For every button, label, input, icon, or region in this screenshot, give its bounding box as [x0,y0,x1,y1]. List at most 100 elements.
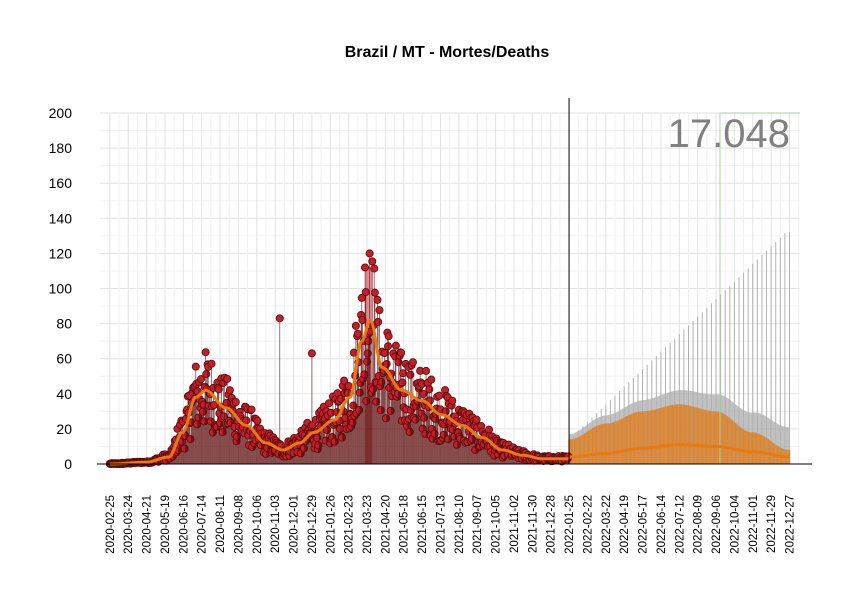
x-tick-label: 2022-08-09 [693,495,705,554]
observed-point [207,359,216,368]
smoothed-series [109,318,790,466]
total-annotation: 17.048 [668,112,790,156]
observed-point [368,257,377,266]
axes [97,98,812,465]
grid [100,112,800,465]
x-tick-label: 2020-02-25 [105,495,117,554]
x-tick-label: 2022-03-22 [601,495,613,554]
x-tick-label: 2021-09-07 [472,495,484,554]
forecast-line [569,443,790,459]
observed-point [375,306,384,315]
observed-point [384,332,393,341]
observed-point [427,375,436,384]
observed-point [202,370,211,379]
observed-point [340,376,349,385]
x-tick-label: 2021-02-23 [344,495,356,554]
x-tick-label: 2022-02-22 [582,495,594,554]
y-tick-label: 100 [49,281,73,297]
x-tick-label: 2021-11-30 [527,495,539,553]
observed-point [370,264,379,273]
x-tick-label: 2020-07-14 [197,494,209,553]
y-tick-label: 120 [49,245,73,261]
observed-point [384,342,393,351]
x-tick-label: 2022-12-27 [785,495,797,554]
observed-point [398,378,407,387]
y-tick-label: 40 [56,386,72,402]
observed-point [275,314,284,323]
y-tick-label: 140 [49,210,73,226]
x-tick-label: 2020-10-06 [252,495,264,554]
reference-box [719,112,800,464]
x-tick-label: 2021-08-10 [454,495,466,554]
x-tick-label: 2022-09-06 [711,495,723,554]
observed-point [391,341,400,350]
x-tick-label: 2021-01-26 [325,495,337,554]
observed-point [247,405,256,414]
x-tick-label: 2022-11-29 [766,495,778,553]
observed-point [214,385,223,394]
observed-point [344,381,353,390]
smoothed-line [109,318,570,466]
observed-point [225,386,234,395]
y-axis-ticks: 0 20 40 60 80 100 120 140 160 180 200 [49,105,73,472]
x-tick-label: 2022-05-17 [638,495,650,554]
observed-point [223,374,232,383]
observed-point [365,249,374,258]
observed-point [370,288,379,297]
x-tick-label: 2021-04-20 [380,495,392,554]
observed-point [373,295,382,304]
x-tick-label: 2022-07-12 [674,495,686,554]
observed-point [435,391,444,400]
x-tick-label: 2020-04-21 [142,495,154,554]
x-tick-label: 2021-05-18 [399,495,411,554]
y-tick-label: 160 [49,175,73,191]
x-tick-label: 2020-12-01 [289,495,301,554]
x-tick-label: 2022-01-25 [564,495,576,554]
x-tick-label: 2020-08-11 [215,495,227,553]
x-tick-label: 2020-09-08 [233,495,245,554]
x-tick-label: 2020-06-16 [178,495,190,554]
observed-point [374,317,383,326]
x-tick-label: 2021-06-15 [417,495,429,554]
observed-point [307,349,316,358]
observed-point [201,348,210,357]
observed-point [406,370,415,379]
chart-title: Brazil / MT - Mortes/Deaths [345,44,550,61]
y-tick-label: 20 [56,421,72,437]
observed-point [361,288,370,297]
observed-point [408,358,417,367]
x-tick-label: 2022-10-04 [729,494,741,553]
x-tick-label: 2020-11-03 [270,495,282,553]
x-tick-label: 2021-03-23 [362,495,374,554]
x-tick-label: 2021-12-28 [546,495,558,554]
y-tick-label: 200 [49,105,73,121]
x-axis-ticks: 2020-02-25 2020-03-24 2020-04-21 2020-05-19… [105,494,797,553]
x-tick-label: 2020-03-24 [123,494,135,553]
x-tick-label: 2022-11-01 [748,495,760,553]
x-tick-label: 2022-06-14 [656,494,668,553]
x-tick-label: 2020-05-19 [160,495,172,554]
x-tick-label: 2021-07-13 [436,495,448,554]
forecast-band [568,112,800,464]
observed-point [253,416,262,425]
observed-point [422,366,431,375]
y-tick-label: 180 [49,140,73,156]
observed-point [425,385,434,394]
x-tick-label: 2020-12-29 [307,495,319,554]
y-tick-label: 0 [64,456,72,472]
observed-point [351,321,360,330]
x-tick-label: 2021-10-05 [491,495,503,554]
observed-point [324,399,333,408]
observed-point [397,348,406,357]
x-tick-label: 2021-11-02 [509,495,521,553]
observed-point [197,375,206,384]
observed-point [353,329,362,338]
observed-point [191,362,200,371]
y-tick-label: 80 [56,316,72,332]
observed-point [231,397,240,406]
observed-point [361,263,370,272]
observed-point [448,396,457,405]
observed-point [472,415,481,424]
x-tick-label: 2022-04-19 [619,495,631,554]
